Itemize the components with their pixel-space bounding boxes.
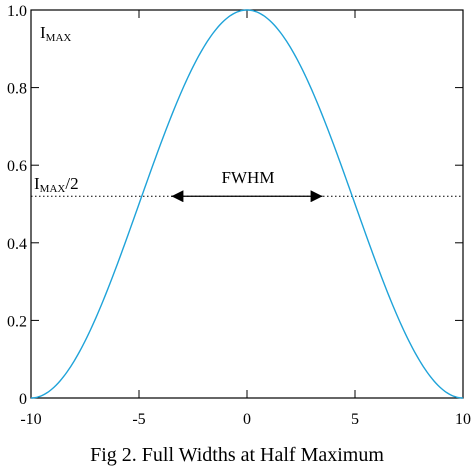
intensity-curve	[30, 9, 464, 399]
figure-caption: Fig 2. Full Widths at Half Maximum	[90, 444, 384, 466]
x-tick-label: 10	[455, 411, 471, 428]
y-tick-label: 0.2	[7, 313, 27, 330]
y-tick-label: 0	[19, 391, 27, 408]
x-tick-label: 0	[243, 411, 251, 428]
imax-label-main: I	[40, 23, 46, 42]
imax-half-label-sub: MAX	[40, 183, 66, 195]
y-tick-label: 0.6	[7, 158, 27, 175]
imax-label: IMAX	[40, 23, 71, 44]
plot-frame	[30, 9, 464, 399]
axis-ticks	[30, 9, 464, 399]
imax-label-sub: MAX	[46, 32, 72, 44]
x-tick-label: -5	[132, 411, 145, 428]
x-tick-label: -10	[20, 411, 41, 428]
y-tick-label: 0.4	[7, 236, 27, 253]
fwhm-label: FWHM	[222, 168, 275, 187]
y-tick-label: 1.0	[7, 3, 27, 20]
imax-half-label: IMAX/2	[34, 174, 79, 195]
y-tick-label: 0.8	[7, 81, 27, 98]
imax-half-label-main: I	[34, 174, 40, 193]
imax-half-label-rest: /2	[65, 174, 78, 193]
x-tick-label: 5	[351, 411, 359, 428]
axis-tick-labels: -10 -5 0 5 10 0 0.2 0.4 0.6 0.8 1.0	[7, 3, 471, 428]
